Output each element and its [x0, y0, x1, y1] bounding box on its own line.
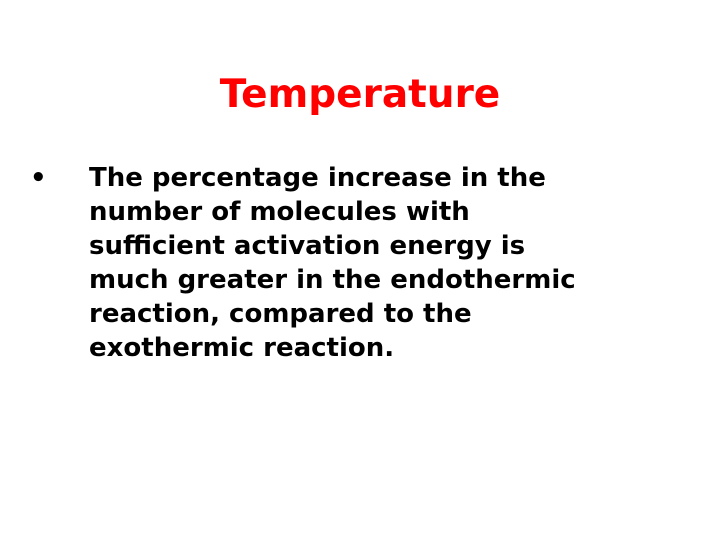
bullet-line: much greater in the endothermic — [89, 265, 576, 295]
bullet-line: exothermic reaction. — [89, 333, 395, 363]
bullet-line: reaction, compared to the — [89, 299, 472, 329]
bullet-item: • The percentage increase in the number … — [30, 161, 670, 365]
slide-title: Temperature — [219, 72, 501, 117]
bullet-line: number of molecules with — [89, 197, 470, 227]
bullet-line: sufficient activation energy is — [89, 231, 526, 261]
bullet-list: • The percentage increase in the number … — [30, 161, 670, 365]
bullet-marker: • — [30, 163, 47, 193]
bullet-line: The percentage increase in the — [89, 163, 546, 193]
